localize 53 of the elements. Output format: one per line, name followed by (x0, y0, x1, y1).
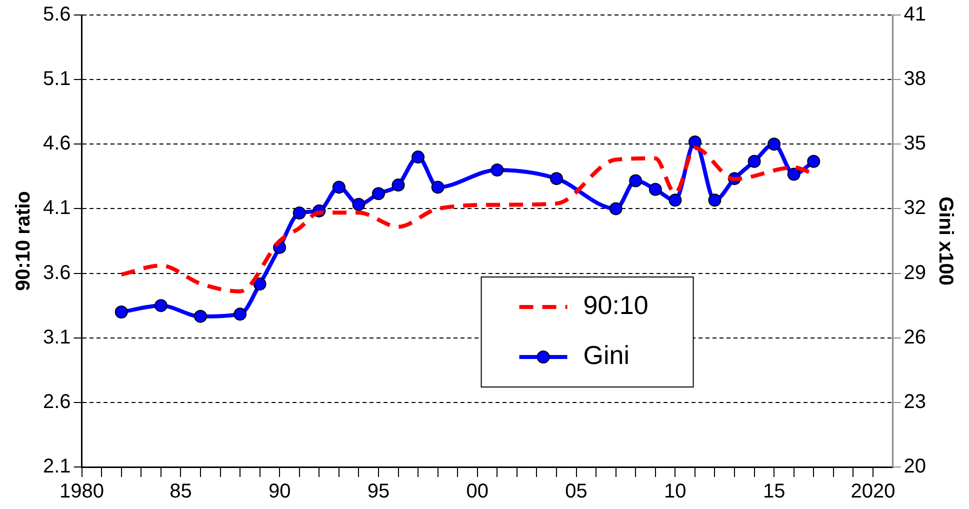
x-tick-label: 00 (466, 480, 489, 503)
point (154, 299, 168, 312)
x-tick-label: 90 (268, 480, 291, 503)
y-tick-label: 2.6 (42, 390, 71, 413)
x-tick-label: 10 (664, 480, 686, 503)
point (490, 163, 504, 176)
point (392, 178, 405, 192)
x-tick-label: 1980 (60, 480, 104, 503)
point (768, 138, 781, 151)
point (412, 150, 425, 164)
y-tick-label: 5.6 (42, 4, 71, 26)
legend-label: 90:10 (583, 290, 648, 320)
point (787, 168, 800, 181)
point (194, 310, 207, 323)
point (807, 154, 820, 168)
x-tick-label: 2020 (850, 480, 896, 503)
point (114, 306, 128, 319)
point (550, 172, 564, 186)
point (629, 174, 642, 188)
point (708, 194, 722, 207)
y2-tick-label: 23 (904, 390, 926, 413)
point (332, 180, 346, 194)
point (372, 187, 385, 200)
y-tick-label: 4.1 (42, 197, 71, 220)
y-tick-label: 2.1 (42, 456, 71, 478)
point (668, 194, 682, 207)
y2-tick-label: 26 (904, 326, 926, 348)
point (688, 135, 702, 148)
y-tick-label: 3.1 (42, 326, 71, 348)
y2-tick-label: 20 (904, 456, 926, 478)
y2-axis-title: Gini x100 (934, 196, 956, 286)
x-tick-label: 85 (170, 480, 192, 503)
point (609, 202, 622, 216)
legend-label: Gini (583, 340, 630, 370)
point (648, 182, 662, 196)
x-tick-label: 95 (367, 480, 390, 503)
point (431, 180, 444, 194)
x-tick-label: 05 (565, 480, 588, 503)
y2-tick-label: 38 (904, 68, 926, 90)
y2-tick-label: 41 (904, 4, 926, 26)
y2-tick-label: 35 (904, 132, 926, 155)
x-tick-label: 15 (762, 480, 786, 503)
point (352, 198, 366, 211)
point (748, 154, 761, 168)
y-tick-label: 5.1 (42, 68, 71, 90)
point (234, 308, 247, 321)
y-axis-title: 90:10 ratio (12, 190, 35, 292)
y2-tick-label: 32 (904, 197, 926, 220)
y-tick-label: 4.6 (42, 132, 71, 155)
point (292, 206, 306, 220)
y2-tick-label: 29 (904, 262, 926, 284)
y-tick-label: 3.6 (42, 262, 71, 284)
point (253, 278, 266, 291)
